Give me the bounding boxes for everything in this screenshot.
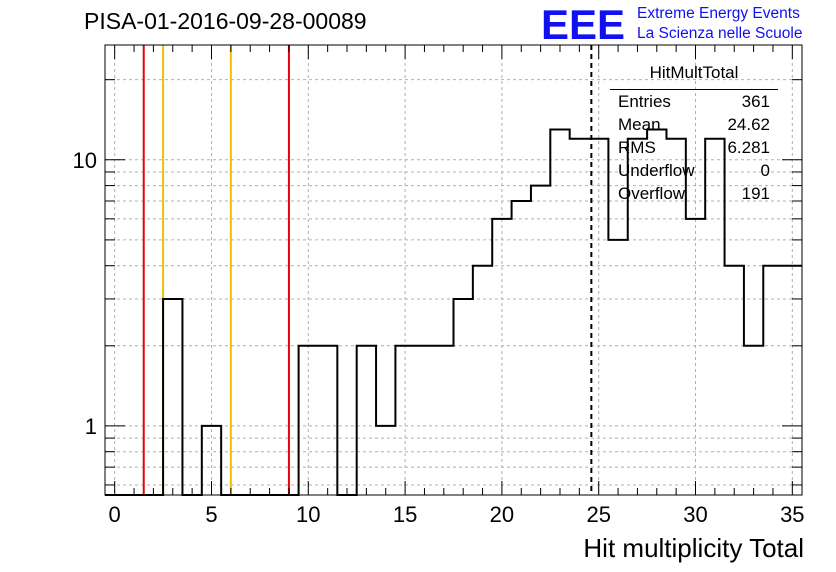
stats-row-entries: Entries 361 <box>618 92 770 114</box>
x-tick-label: 10 <box>296 502 320 527</box>
stats-title: HitMultTotal <box>649 63 739 82</box>
x-tick-label: 15 <box>393 502 417 527</box>
x-tick-label: 20 <box>490 502 514 527</box>
stats-row-overflow: Overflow 191 <box>618 184 770 206</box>
plot-frame <box>104 44 803 496</box>
y-tick-label: 1 <box>85 414 97 439</box>
y-tick-label: 10 <box>73 148 97 173</box>
logo-line-2: La Scienza nelle Scuole <box>637 25 803 42</box>
stats-key: Underflow <box>618 161 695 180</box>
stats-value: 0 <box>760 161 770 180</box>
stats-value: 361 <box>741 92 770 111</box>
stats-value: 191 <box>741 184 770 203</box>
stats-key: Overflow <box>618 184 686 203</box>
stats-key: Mean <box>618 115 661 134</box>
eee-logo: EEE <box>541 1 626 48</box>
stats-value: 24.62 <box>727 115 770 134</box>
stats-value: 6.281 <box>727 138 770 157</box>
stats-row-mean: Mean 24.62 <box>618 115 770 137</box>
plot-title: PISA-01-2016-09-28-00089 <box>84 8 367 34</box>
stats-key: Entries <box>618 92 671 111</box>
stats-divider <box>610 89 778 90</box>
x-tick-label: 5 <box>205 502 217 527</box>
stats-box: HitMultTotal Entries 361 Mean 24.62 RMS … <box>610 57 778 209</box>
x-tick-label: 35 <box>780 502 804 527</box>
x-tick-label: 30 <box>683 502 707 527</box>
stats-row-underflow: Underflow 0 <box>618 161 770 183</box>
x-axis-label: Hit multiplicity Total <box>583 533 804 563</box>
logo-text: Extreme Energy Events La Scienza nelle S… <box>637 4 802 44</box>
stats-row-rms: RMS 6.281 <box>618 138 770 160</box>
x-tick-label: 25 <box>586 502 610 527</box>
x-tick-label: 0 <box>109 502 121 527</box>
logo-line-1: Extreme Energy Events <box>637 5 800 22</box>
stats-key: RMS <box>618 138 656 157</box>
